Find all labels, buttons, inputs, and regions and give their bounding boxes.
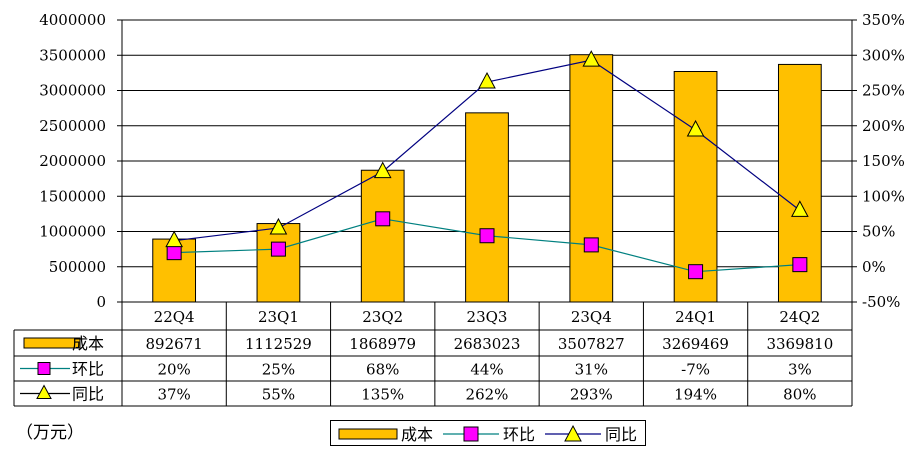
marker-hb xyxy=(688,264,704,280)
table-cell: 3369810 xyxy=(766,335,833,353)
legend-label-hb: 环比 xyxy=(503,425,535,444)
legend-hb-marker xyxy=(463,426,479,442)
legend-label-tb: 同比 xyxy=(605,425,637,444)
table-cell: 68% xyxy=(366,361,399,379)
category-label: 24Q1 xyxy=(675,308,716,326)
marker-tb xyxy=(582,50,601,67)
table-row-label: 成本 xyxy=(72,334,104,353)
table-cell: 1868979 xyxy=(349,335,416,353)
table-cell: 293% xyxy=(570,386,613,404)
category-label: 23Q4 xyxy=(571,308,612,326)
table-key-cost xyxy=(23,337,81,349)
marker-hb xyxy=(479,228,495,244)
marker-tb xyxy=(791,200,809,217)
marker-tb xyxy=(269,217,288,235)
right-tick-label: 100% xyxy=(862,187,905,205)
right-tick-label: 150% xyxy=(862,152,905,170)
left-tick-label: 2000000 xyxy=(39,152,106,170)
table-cell: 194% xyxy=(674,386,717,404)
legend: 成本 环比 同比 xyxy=(330,420,646,446)
marker-tb xyxy=(373,161,392,179)
right-tick-label: 300% xyxy=(862,46,905,64)
left-tick-label: 3000000 xyxy=(39,82,106,100)
right-tick-label: 200% xyxy=(862,117,905,135)
marker-hb xyxy=(270,241,286,257)
category-label: 23Q1 xyxy=(258,308,299,326)
category-label: 23Q3 xyxy=(467,308,508,326)
table-cell: 3269469 xyxy=(662,335,729,353)
legend-bar-swatch xyxy=(338,428,398,440)
left-tick-label: 500000 xyxy=(49,258,106,276)
table-key-tb-marker xyxy=(36,384,52,399)
table-cell: 31% xyxy=(575,361,608,379)
table-row-label: 环比 xyxy=(72,360,104,379)
bar-cost xyxy=(360,169,405,303)
table-cell: 80% xyxy=(783,386,816,404)
legend-label-cost: 成本 xyxy=(401,425,433,444)
table-cell: 3507827 xyxy=(558,335,625,353)
right-tick-label: 0% xyxy=(862,258,886,276)
unit-label: （万元） xyxy=(16,423,84,443)
bar-cost xyxy=(465,112,509,303)
table-cell: 135% xyxy=(361,386,404,404)
category-label: 22Q4 xyxy=(154,308,195,326)
table-cell: 55% xyxy=(262,386,295,404)
left-tick-label: 1500000 xyxy=(39,187,106,205)
table-cell: 892671 xyxy=(146,335,203,353)
marker-tb xyxy=(686,119,705,137)
marker-hb xyxy=(166,245,182,261)
table-row-label: 同比 xyxy=(72,385,104,404)
left-tick-label: 4000000 xyxy=(39,11,106,29)
category-label: 23Q2 xyxy=(362,308,403,326)
left-tick-label: 2500000 xyxy=(39,117,106,135)
legend-tb-marker xyxy=(564,424,582,442)
table-cell: 25% xyxy=(262,361,295,379)
bar-cost xyxy=(569,54,614,303)
left-tick-label: 3500000 xyxy=(39,46,106,64)
table-cell: 37% xyxy=(157,386,190,404)
right-tick-label: 350% xyxy=(862,11,905,29)
table-cell: -7% xyxy=(681,361,710,379)
table-cell: 1112529 xyxy=(245,335,312,353)
marker-tb xyxy=(165,230,183,248)
table-cell: 3% xyxy=(788,361,812,379)
table-cell: 2683023 xyxy=(454,335,521,353)
right-tick-label: 250% xyxy=(862,82,905,100)
left-tick-label: 1000000 xyxy=(39,223,106,241)
left-tick-label: 0 xyxy=(96,293,106,311)
table-key-hb-marker xyxy=(37,362,51,375)
category-label: 24Q2 xyxy=(779,308,820,326)
marker-tb xyxy=(478,71,496,89)
bar-cost xyxy=(256,223,301,303)
marker-hb xyxy=(375,211,391,227)
table-cell: 20% xyxy=(157,361,190,379)
table-cell: 44% xyxy=(470,361,503,379)
right-tick-label: 50% xyxy=(862,223,895,241)
marker-hb xyxy=(792,257,808,273)
table-cell: 262% xyxy=(466,386,509,404)
right-tick-label: -50% xyxy=(862,293,900,311)
marker-hb xyxy=(583,237,599,253)
